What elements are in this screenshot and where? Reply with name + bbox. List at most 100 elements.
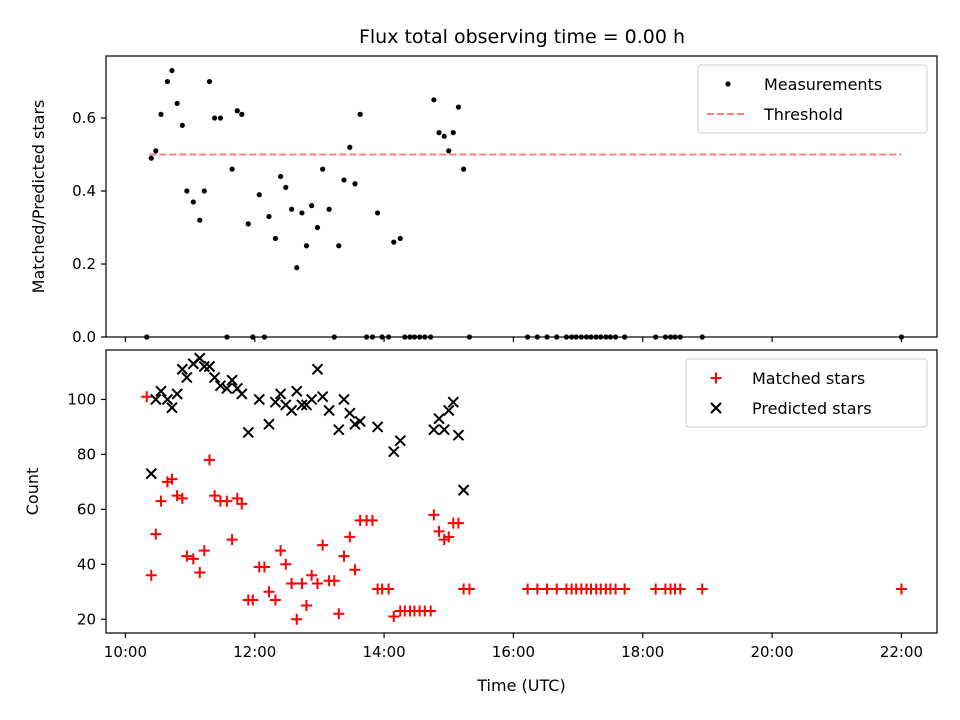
data-point	[463, 583, 475, 595]
data-point	[455, 104, 462, 110]
data-point	[190, 199, 196, 205]
data-point	[446, 148, 452, 154]
data-point	[443, 531, 455, 543]
y-tick-label: 0.4	[72, 182, 96, 200]
data-point	[452, 429, 465, 441]
data-point	[164, 78, 171, 85]
data-point	[275, 545, 287, 557]
x-tick-label: 10:00	[104, 643, 147, 661]
data-point	[198, 360, 211, 373]
data-point	[433, 525, 445, 537]
data-point	[176, 492, 188, 504]
data-point	[366, 514, 378, 526]
data-point	[226, 534, 238, 546]
data-point	[441, 133, 447, 139]
data-point	[203, 454, 215, 466]
x-tick-label: 16:00	[492, 643, 535, 661]
data-point	[181, 371, 193, 384]
data-point	[194, 352, 206, 364]
data-point	[895, 583, 907, 595]
data-point	[155, 495, 167, 507]
data-point	[394, 434, 406, 447]
data-point	[371, 421, 384, 433]
data-point	[447, 396, 459, 408]
data-point	[323, 404, 335, 417]
data-point	[236, 388, 248, 400]
data-point	[317, 539, 329, 551]
y-tick-label: 0.2	[72, 255, 96, 273]
data-point	[450, 130, 456, 136]
data-point	[428, 509, 440, 521]
data-point	[354, 415, 366, 428]
data-point	[294, 265, 300, 271]
legend-marker-x	[710, 402, 722, 414]
data-point	[166, 473, 178, 485]
data-point	[266, 213, 272, 220]
data-point	[174, 100, 180, 107]
legend-label: Measurements	[764, 75, 882, 94]
data-point	[289, 206, 295, 212]
data-point	[531, 583, 543, 595]
data-point	[328, 575, 340, 587]
data-point	[619, 583, 631, 595]
data-point	[338, 550, 350, 562]
data-point	[150, 528, 162, 540]
axes-frame	[105, 349, 938, 634]
data-point	[341, 177, 347, 183]
data-point	[433, 412, 445, 425]
data-point	[145, 467, 157, 480]
data-point	[696, 583, 708, 595]
legend-label: Predicted stars	[752, 399, 872, 418]
data-point	[283, 184, 289, 190]
data-point	[425, 605, 437, 617]
y-axis-label: Count	[23, 468, 42, 516]
data-point	[344, 407, 356, 419]
data-point	[176, 363, 189, 375]
chart-title: Flux total observing time = 0.00 h	[359, 26, 685, 48]
y-tick-label: 20	[77, 610, 96, 628]
data-point	[391, 239, 397, 245]
x-tick-label: 14:00	[362, 643, 405, 661]
data-point	[443, 404, 455, 417]
data-point	[263, 418, 275, 430]
legend-box	[697, 64, 928, 134]
data-point	[150, 393, 162, 406]
x-axis-label: Time (UTC)	[476, 676, 565, 695]
data-point	[303, 243, 310, 249]
data-point	[221, 382, 233, 395]
data-point	[326, 206, 332, 212]
data-point	[522, 583, 534, 595]
data-point	[280, 558, 292, 570]
y-tick-label: 60	[77, 500, 96, 518]
data-point	[239, 111, 245, 117]
data-point	[383, 583, 395, 595]
data-point	[145, 569, 157, 581]
data-point	[286, 578, 298, 590]
series-predicted-stars	[145, 352, 470, 496]
data-point	[375, 210, 381, 216]
data-point	[291, 613, 303, 625]
legend-marker-plus	[710, 372, 722, 384]
data-point	[338, 393, 350, 406]
data-point	[674, 583, 686, 595]
plot-area	[141, 352, 907, 625]
y-tick-label: 0.0	[72, 328, 96, 346]
y-tick-label: 80	[77, 445, 96, 463]
data-point	[194, 567, 206, 579]
axes-frame	[105, 55, 938, 338]
data-point	[179, 122, 185, 128]
y-axis-label: Matched/Predicted stars	[29, 100, 48, 294]
y-tick-label: 40	[77, 555, 96, 573]
data-point	[197, 217, 203, 223]
legend-label: Threshold	[763, 105, 843, 124]
data-point	[296, 578, 308, 590]
data-point	[320, 166, 326, 172]
data-point	[431, 97, 437, 103]
data-point	[171, 388, 183, 400]
data-point	[187, 553, 199, 565]
data-point	[212, 115, 218, 121]
data-point	[352, 181, 358, 187]
data-point	[296, 399, 308, 411]
legend-label: Matched stars	[752, 369, 865, 388]
